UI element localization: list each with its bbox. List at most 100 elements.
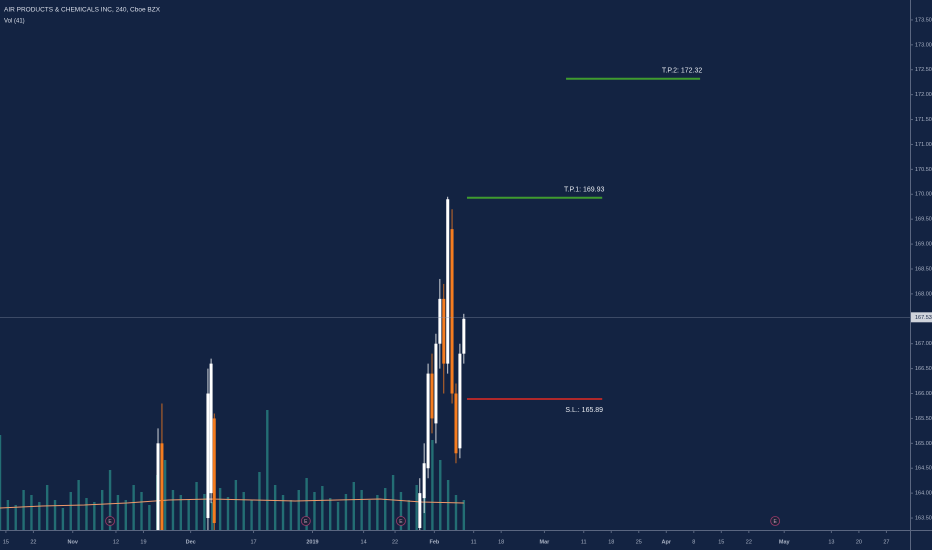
candle-body: [430, 373, 434, 419]
x-tick-label: 15: [718, 539, 724, 545]
y-tick-label: 172.00: [915, 92, 932, 98]
y-tick-label: 172.50: [915, 67, 932, 73]
earnings-label: E: [399, 519, 403, 525]
x-tick-label: May: [779, 539, 791, 545]
y-tick-label: 167.00: [915, 341, 932, 347]
y-tick-label: 168.00: [915, 291, 932, 297]
volume-bar: [140, 492, 143, 530]
x-tick-label: 17: [250, 539, 256, 545]
volume-bar: [297, 490, 300, 530]
y-tick-label: 169.50: [915, 217, 932, 223]
x-tick-label: 11: [471, 539, 477, 545]
x-tick-label: 18: [498, 539, 504, 545]
candle-body: [160, 443, 164, 530]
volume-bar: [195, 482, 198, 530]
volume-bar: [0, 435, 2, 530]
candle-body: [434, 343, 438, 424]
y-tick-label: 169.00: [915, 242, 932, 248]
volume-bar: [305, 478, 308, 530]
volume-bar: [384, 488, 387, 530]
volume-bar: [163, 460, 167, 530]
volume-bar: [187, 500, 190, 530]
candle-body: [422, 463, 426, 499]
x-tick-label: Nov: [68, 539, 79, 545]
x-tick-label: Dec: [186, 539, 196, 545]
volume-bar: [415, 485, 418, 530]
volume-bar: [273, 485, 277, 530]
x-tick-label: 12: [113, 539, 119, 545]
volume-bar: [352, 482, 355, 530]
volume-label: Vol (41): [4, 19, 25, 25]
x-tick-label: 14: [361, 539, 367, 545]
volume-bar: [132, 485, 135, 530]
volume-bar: [454, 495, 458, 530]
volume-bar: [258, 472, 261, 530]
candle-body: [446, 199, 450, 364]
plot-area: [0, 196, 466, 530]
volume-bar: [313, 492, 316, 530]
candle-body: [426, 373, 430, 469]
y-tick-label: 173.50: [915, 17, 932, 23]
volume-bar: [53, 500, 57, 530]
volume-bar: [124, 500, 127, 530]
y-tick-label: 164.00: [915, 491, 932, 497]
candle-body: [418, 493, 422, 529]
x-tick-label: 15: [3, 539, 9, 545]
volume-bar: [45, 485, 49, 530]
volume-bar: [399, 492, 403, 530]
x-tick-label: Feb: [429, 539, 439, 545]
volume-bar: [38, 502, 41, 530]
y-tick-label: 171.00: [915, 142, 932, 148]
x-tick-label: Mar: [540, 539, 551, 545]
y-tick-label: 165.00: [915, 441, 932, 447]
last-price-label: 167.53: [915, 315, 932, 321]
x-tick-label: 22: [746, 539, 752, 545]
volume-ma-line: [0, 498, 464, 509]
y-tick-label: 173.00: [915, 42, 932, 48]
volume-bar: [116, 495, 120, 530]
volume-bar: [148, 505, 151, 530]
volume-bar: [439, 460, 442, 530]
volume-bar: [407, 500, 411, 530]
earnings-label: E: [304, 519, 308, 525]
volume-bar: [391, 475, 395, 530]
volume-bar: [14, 505, 17, 530]
volume-bar: [431, 440, 434, 530]
candle-body: [206, 393, 210, 519]
level-label: S.L.: 165.89: [565, 407, 603, 414]
x-tick-label: 22: [30, 539, 36, 545]
x-tick-label: 27: [883, 539, 889, 545]
candle-body: [156, 443, 160, 530]
x-tick-label: 20: [856, 539, 862, 545]
volume-bar: [250, 500, 253, 530]
earnings-label: E: [773, 519, 777, 525]
volume-bar: [266, 410, 269, 530]
volume-bar: [462, 500, 466, 530]
volume-bar: [108, 470, 112, 530]
volume-bar: [289, 500, 293, 530]
earnings-marker: [396, 516, 406, 526]
volume-bar: [30, 495, 33, 530]
earnings-marker: [770, 516, 781, 526]
volume-bar: [360, 490, 363, 530]
level-label: T.P.2: 172.32: [662, 68, 702, 75]
volume-bar: [328, 498, 332, 530]
y-tick-label: 166.50: [915, 366, 932, 372]
volume-bar: [22, 490, 25, 530]
volume-bar: [234, 480, 238, 530]
volume-bar: [211, 502, 214, 530]
candle-body: [450, 229, 454, 394]
y-tick-label: 171.50: [915, 117, 932, 123]
candle-body: [454, 393, 458, 454]
x-tick-label: 18: [608, 539, 614, 545]
volume-bar: [171, 490, 175, 530]
x-tick-label: 11: [581, 539, 587, 545]
x-tick-label: 22: [392, 539, 398, 545]
volume-bar: [101, 490, 104, 530]
x-tick-label: 13: [828, 539, 834, 545]
x-tick-label: 2019: [306, 539, 318, 545]
volume-bar: [85, 498, 88, 530]
candle-body: [442, 298, 446, 364]
y-tick-label: 166.00: [915, 391, 932, 397]
